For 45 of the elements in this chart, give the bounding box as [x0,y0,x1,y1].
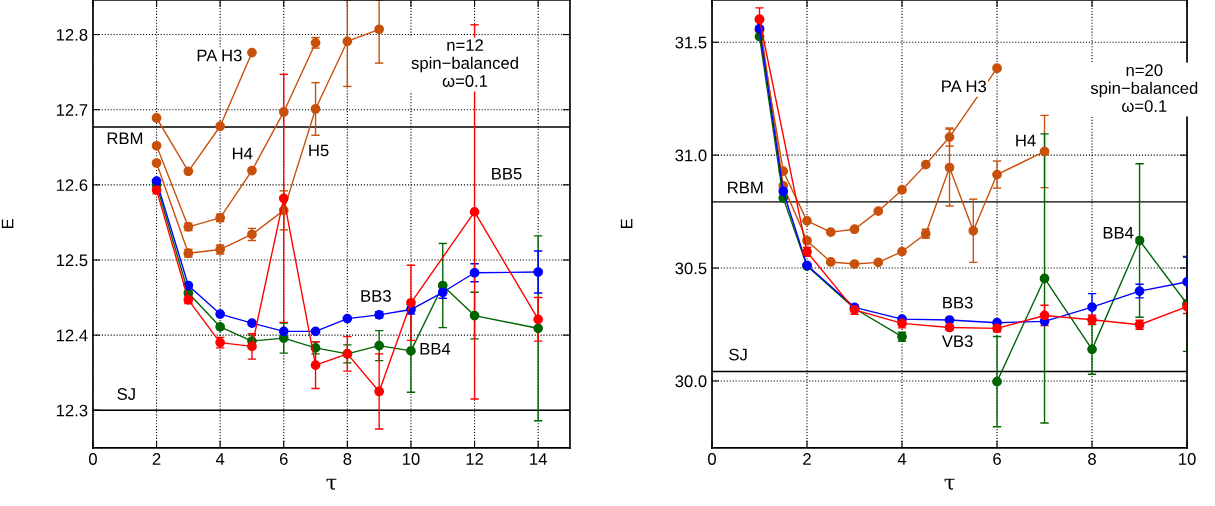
annotation: RBM [107,132,143,145]
annotation: BB3 [361,290,391,302]
annotation: VB3 [941,335,973,348]
annotation: H4 [1016,134,1036,147]
annotation: SJ [729,348,747,361]
y-tick-label: 12.8 [56,28,88,41]
annotation: SJ [117,388,135,400]
x-tick-label: 0 [708,453,716,465]
x-axis-title: τ [944,478,955,490]
x-tick-label: 8 [343,453,352,465]
annotation: PA H3 [197,49,242,62]
y-tick-label: 12.3 [56,404,88,417]
x-axis-title: τ [326,478,337,490]
x-tick-label: 2 [152,453,161,465]
y-tick-label: 12.6 [56,179,88,192]
x-tick-label: 10 [402,453,420,465]
annotation: n=12 spin−balanced ω=0.1 [411,39,518,87]
annotation: PA H3 [942,80,987,93]
y-tick-label: 30.5 [675,262,707,275]
annotation: BB4 [420,343,451,355]
y-tick-label: 31.5 [675,36,707,49]
annotation: H5 [309,144,329,157]
x-tick-label: 6 [993,453,1001,465]
x-tick-label: 10 [1179,453,1196,465]
annotation: RBM [728,181,763,194]
y-tick-label: 31.0 [675,149,707,162]
y-axis-title: E [1,219,14,229]
annotation: BB5 [492,167,522,180]
y-tick-label: 12.4 [56,329,88,342]
y-tick-label: 12.7 [56,104,88,116]
x-tick-label: 0 [88,453,97,465]
x-tick-label: 14 [530,453,547,465]
x-tick-label: 6 [279,453,288,465]
annotation: n=20 spin−balanced ω=0.1 [1090,64,1198,112]
annotation: BB4 [1103,227,1134,239]
x-tick-label: 4 [215,453,225,465]
y-tick-label: 12.5 [56,254,88,267]
y-tick-label: 30.0 [675,375,707,388]
x-tick-label: 2 [803,453,811,465]
annotation: H4 [232,147,253,160]
x-tick-label: 8 [1088,453,1096,465]
x-tick-label: 4 [897,453,907,465]
annotation: BB3 [943,296,973,309]
y-axis-title: E [620,219,633,229]
x-tick-label: 12 [466,453,483,465]
